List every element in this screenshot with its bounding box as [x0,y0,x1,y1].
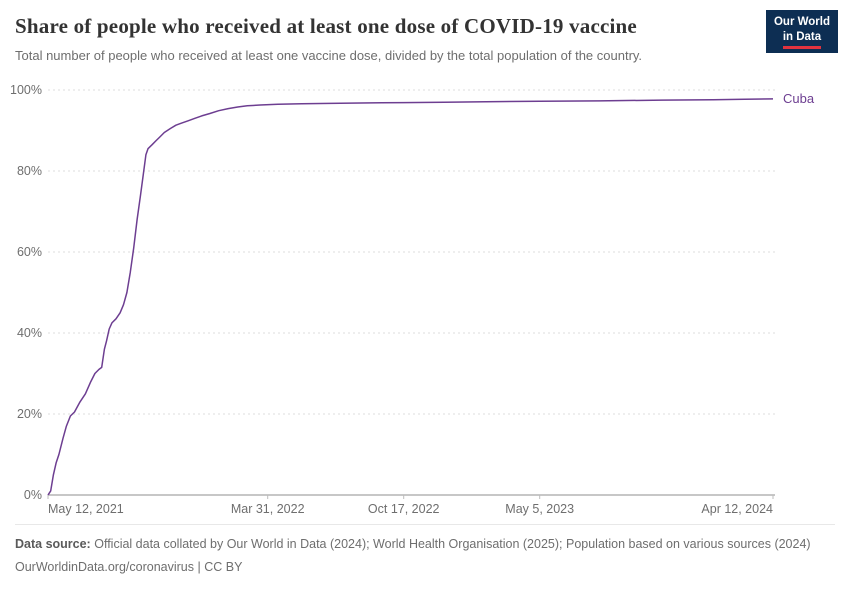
chart-subtitle: Total number of people who received at l… [15,48,643,63]
series-line-cuba [47,98,774,496]
chart-svg: 0% 20% 40% 60% 80% 100% May 12, 2021 Mar 31, 20… [10,83,815,516]
y-tick-label: 100% [10,83,42,97]
chart-title: Share of people who received at least on… [15,14,637,38]
x-tick-label: Oct 17, 2022 [368,502,440,516]
data-source-text: Official data collated by Our World in D… [94,537,811,551]
y-tick-label: 60% [17,245,42,259]
data-source-label: Data source: [15,537,91,551]
owid-logo-line1: Our World [773,16,830,28]
y-tick-label: 80% [17,164,42,178]
owid-logo[interactable]: Our World in Data [765,10,838,53]
owid-logo-line2: in Data [782,30,822,49]
y-tick-label: 0% [24,488,42,502]
x-tick-label: Mar 31, 2022 [231,502,305,516]
series-end-label: Cuba [783,91,815,106]
x-tick-label: Apr 12, 2024 [701,502,773,516]
chart-header: Share of people who received at least on… [15,14,750,63]
x-tick-label: May 12, 2021 [48,502,124,516]
y-tick-label: 20% [17,407,42,421]
y-tick-label: 40% [17,326,42,340]
chart-footer: Data source: Official data collated by O… [15,524,835,576]
x-tick-label: May 5, 2023 [505,502,574,516]
data-source-line: Data source: Official data collated by O… [15,535,835,553]
credit-link[interactable]: OurWorldinData.org/coronavirus | CC BY [15,560,243,575]
